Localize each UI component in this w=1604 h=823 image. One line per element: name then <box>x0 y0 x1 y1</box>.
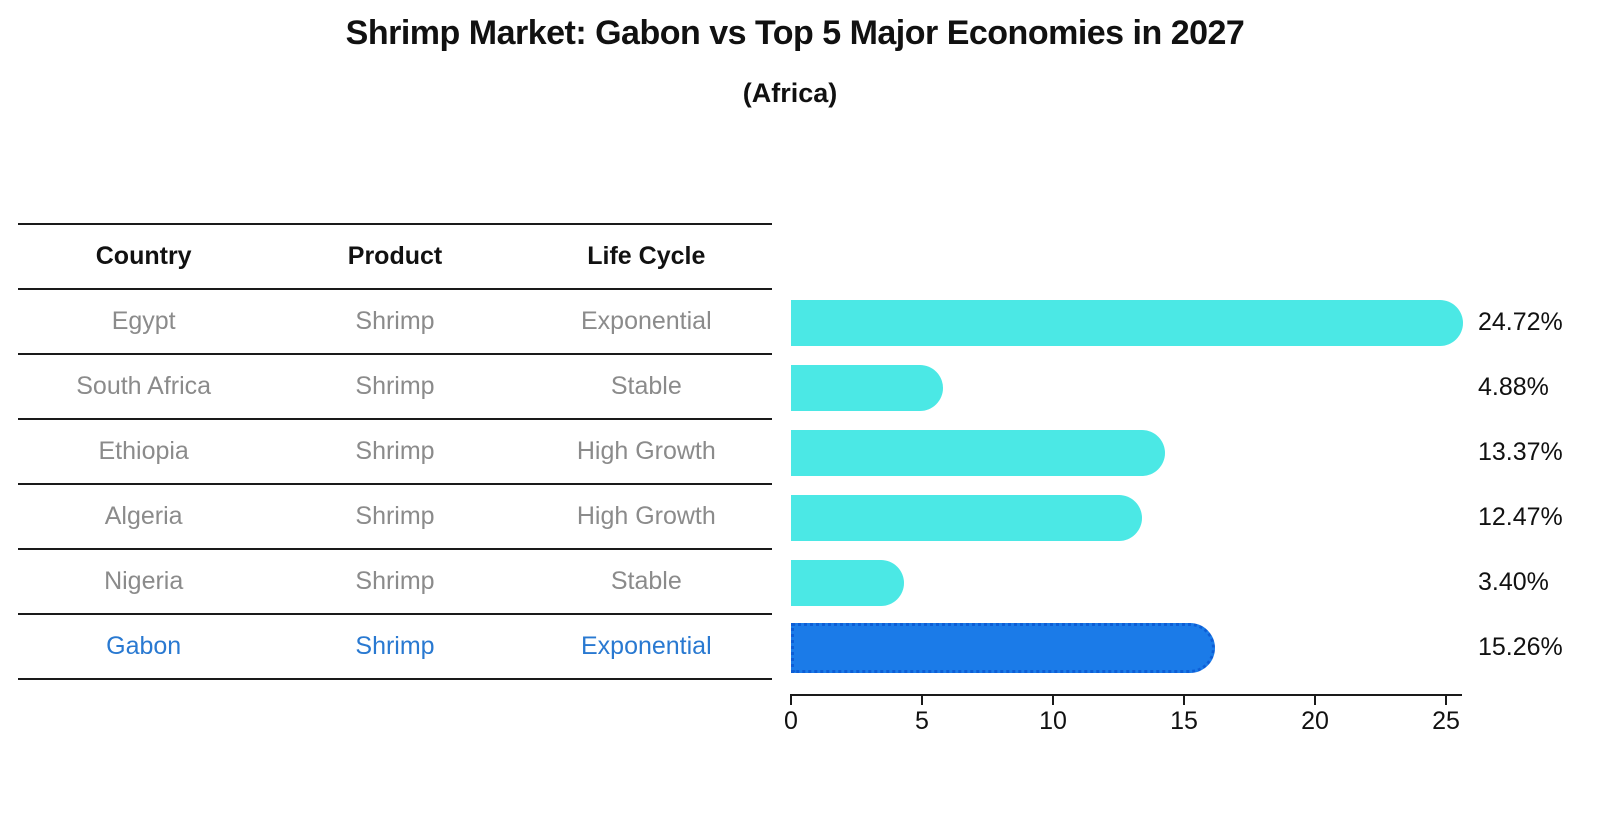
x-tick-label: 10 <box>1039 707 1067 735</box>
bar-row <box>791 550 1463 615</box>
bar-row <box>791 355 1463 420</box>
cell-country: Algeria <box>104 502 183 530</box>
value-label: 24.72% <box>1478 308 1563 336</box>
cell-country: Nigeria <box>104 567 184 595</box>
bar-south-africa <box>791 364 943 411</box>
cell-product: Shrimp <box>355 307 435 335</box>
x-tick-mark <box>921 696 923 705</box>
cell-life-cycle: Stable <box>610 372 682 400</box>
cell-country: Gabon <box>106 632 182 660</box>
value-label: 12.47% <box>1478 503 1563 531</box>
x-tick-mark <box>1314 696 1316 705</box>
bar-ethiopia <box>791 429 1165 476</box>
cell-life-cycle: Exponential <box>580 307 712 335</box>
x-tick-label: 25 <box>1432 707 1460 735</box>
cell-product: Shrimp <box>355 437 435 465</box>
bar-nigeria <box>791 559 904 606</box>
cell-product: Shrimp <box>355 372 435 400</box>
cell-life-cycle: High Growth <box>576 437 716 465</box>
page-subtitle: (Africa) <box>742 78 838 108</box>
x-tick-label: 20 <box>1301 707 1329 735</box>
x-axis: 0 5 10 15 20 25 <box>784 694 1462 744</box>
bar-row <box>791 420 1463 485</box>
cell-life-cycle: Exponential <box>580 632 712 660</box>
bar-gabon <box>791 622 1215 673</box>
value-label: 15.26% <box>1478 633 1563 661</box>
cell-country: Ethiopia <box>98 437 189 465</box>
comparison-table: Country Product Life Cycle Egypt Shrimp … <box>18 223 772 680</box>
cell-product: Shrimp <box>355 567 435 595</box>
cell-life-cycle: Stable <box>610 567 682 595</box>
table-row: Ethiopia Shrimp High Growth <box>18 420 772 485</box>
cell-country: Egypt <box>111 307 176 335</box>
column-header-life-cycle: Life Cycle <box>587 242 706 270</box>
bar-row <box>791 615 1463 680</box>
cell-product: Shrimp <box>355 632 435 660</box>
table-header-row: Country Product Life Cycle <box>18 223 772 290</box>
column-header-product: Product <box>347 242 443 270</box>
table-row: Egypt Shrimp Exponential <box>18 290 772 355</box>
x-tick-mark <box>790 696 792 705</box>
x-tick-mark <box>1445 696 1447 705</box>
table-row: South Africa Shrimp Stable <box>18 355 772 420</box>
value-label: 4.88% <box>1478 373 1549 401</box>
bar-plot <box>791 290 1463 680</box>
bar-algeria <box>791 494 1142 541</box>
value-label: 3.40% <box>1478 568 1549 596</box>
bar-egypt <box>791 299 1463 346</box>
table-row: Algeria Shrimp High Growth <box>18 485 772 550</box>
cell-life-cycle: High Growth <box>576 502 716 530</box>
x-tick-label: 15 <box>1170 707 1198 735</box>
x-axis-line <box>790 694 1462 696</box>
bar-row <box>791 290 1463 355</box>
x-tick-mark <box>1052 696 1054 705</box>
cell-country: South Africa <box>76 372 212 400</box>
x-tick-label: 0 <box>784 707 798 735</box>
column-header-country: Country <box>95 242 192 270</box>
table-row-highlighted: Gabon Shrimp Exponential <box>18 615 772 680</box>
value-label: 13.37% <box>1478 438 1563 466</box>
table-row: Nigeria Shrimp Stable <box>18 550 772 615</box>
page-title: Shrimp Market: Gabon vs Top 5 Major Econ… <box>345 14 1245 52</box>
value-labels: 24.72% 4.88% 13.37% 12.47% 3.40% 15.26% <box>1478 290 1604 680</box>
x-tick-label: 5 <box>915 707 929 735</box>
bar-row <box>791 485 1463 550</box>
x-tick-mark <box>1183 696 1185 705</box>
cell-product: Shrimp <box>355 502 435 530</box>
